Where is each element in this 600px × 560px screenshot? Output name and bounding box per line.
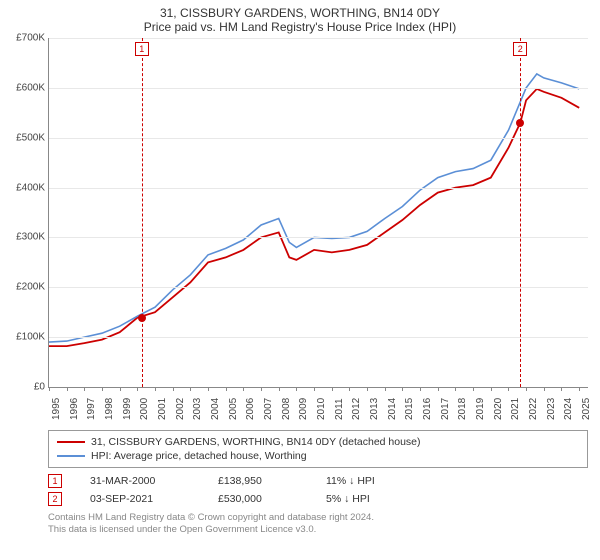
footer-attribution: Contains HM Land Registry data © Crown c… <box>48 512 588 537</box>
x-axis-label: 2022 <box>528 398 539 420</box>
y-axis-label: £600K <box>1 82 45 93</box>
y-axis-label: £300K <box>1 232 45 243</box>
legend-label: HPI: Average price, detached house, Wort… <box>91 450 307 462</box>
x-axis-label: 2001 <box>157 398 168 420</box>
chart-title-line2: Price paid vs. HM Land Registry's House … <box>0 20 600 38</box>
x-axis-label: 2000 <box>139 398 150 420</box>
x-axis-label: 2016 <box>422 398 433 420</box>
x-axis-label: 2021 <box>510 398 521 420</box>
x-axis-label: 2017 <box>440 398 451 420</box>
x-axis-label: 2005 <box>228 398 239 420</box>
sale-delta: 5% ↓ HPI <box>326 493 406 505</box>
x-axis-label: 2008 <box>281 398 292 420</box>
x-axis-label: 2025 <box>581 398 592 420</box>
legend-box: 31, CISSBURY GARDENS, WORTHING, BN14 0DY… <box>48 430 588 468</box>
y-axis-label: £0 <box>1 382 45 393</box>
x-axis-label: 1998 <box>104 398 115 420</box>
x-axis-label: 2004 <box>210 398 221 420</box>
x-axis-labels: 1995 1996 1997 1998 1999 2000 2001 2002 2003 2004… <box>48 388 588 424</box>
series-line <box>49 74 579 342</box>
sale-marker-icon: 2 <box>48 492 62 506</box>
x-axis-label: 2015 <box>404 398 415 420</box>
x-axis-label: 2006 <box>245 398 256 420</box>
y-axis-label: £700K <box>1 33 45 44</box>
sale-marker-box: 1 <box>135 42 149 56</box>
x-axis-label: 2013 <box>369 398 380 420</box>
x-axis-label: 1996 <box>69 398 80 420</box>
x-axis-label: 2018 <box>457 398 468 420</box>
sale-marker-box: 2 <box>513 42 527 56</box>
x-axis-label: 2002 <box>175 398 186 420</box>
chart-plot-area: £0£100K£200K£300K£400K£500K£600K£700K12 <box>48 38 588 388</box>
sale-price: £138,950 <box>218 475 298 487</box>
x-axis-label: 2020 <box>493 398 504 420</box>
legend-item: HPI: Average price, detached house, Wort… <box>57 449 579 463</box>
chart-title-line1: 31, CISSBURY GARDENS, WORTHING, BN14 0DY <box>0 0 600 20</box>
y-axis-label: £400K <box>1 182 45 193</box>
sale-dot-icon <box>138 314 146 322</box>
legend-swatch <box>57 441 85 443</box>
sale-delta: 11% ↓ HPI <box>326 475 406 487</box>
x-axis-label: 2009 <box>298 398 309 420</box>
sale-marker-icon: 1 <box>48 474 62 488</box>
legend-swatch <box>57 455 85 457</box>
y-axis-label: £100K <box>1 332 45 343</box>
x-axis-label: 2010 <box>316 398 327 420</box>
y-axis-label: £500K <box>1 132 45 143</box>
x-axis-label: 2023 <box>546 398 557 420</box>
sale-price: £530,000 <box>218 493 298 505</box>
sale-date: 31-MAR-2000 <box>90 475 190 487</box>
table-row: 2 03-SEP-2021 £530,000 5% ↓ HPI <box>48 490 588 508</box>
sale-dot-icon <box>516 119 524 127</box>
x-axis-label: 2011 <box>334 398 345 420</box>
table-row: 1 31-MAR-2000 £138,950 11% ↓ HPI <box>48 472 588 490</box>
footer-line: Contains HM Land Registry data © Crown c… <box>48 512 588 524</box>
x-axis-label: 1999 <box>122 398 133 420</box>
x-axis-label: 2012 <box>351 398 362 420</box>
legend-item: 31, CISSBURY GARDENS, WORTHING, BN14 0DY… <box>57 435 579 449</box>
x-axis-label: 1997 <box>86 398 97 420</box>
sale-vertical-line <box>142 38 143 387</box>
x-axis-label: 1995 <box>51 398 62 420</box>
x-axis-label: 2014 <box>387 398 398 420</box>
chart-lines-svg <box>49 38 588 387</box>
sales-table: 1 31-MAR-2000 £138,950 11% ↓ HPI 2 03-SE… <box>48 472 588 508</box>
x-axis-label: 2003 <box>192 398 203 420</box>
footer-line: This data is licensed under the Open Gov… <box>48 524 588 536</box>
x-axis-label: 2024 <box>563 398 574 420</box>
sale-date: 03-SEP-2021 <box>90 493 190 505</box>
y-axis-label: £200K <box>1 282 45 293</box>
sale-vertical-line <box>520 38 521 387</box>
x-axis-label: 2019 <box>475 398 486 420</box>
x-axis-label: 2007 <box>263 398 274 420</box>
series-line <box>49 89 579 346</box>
legend-label: 31, CISSBURY GARDENS, WORTHING, BN14 0DY… <box>91 436 421 448</box>
